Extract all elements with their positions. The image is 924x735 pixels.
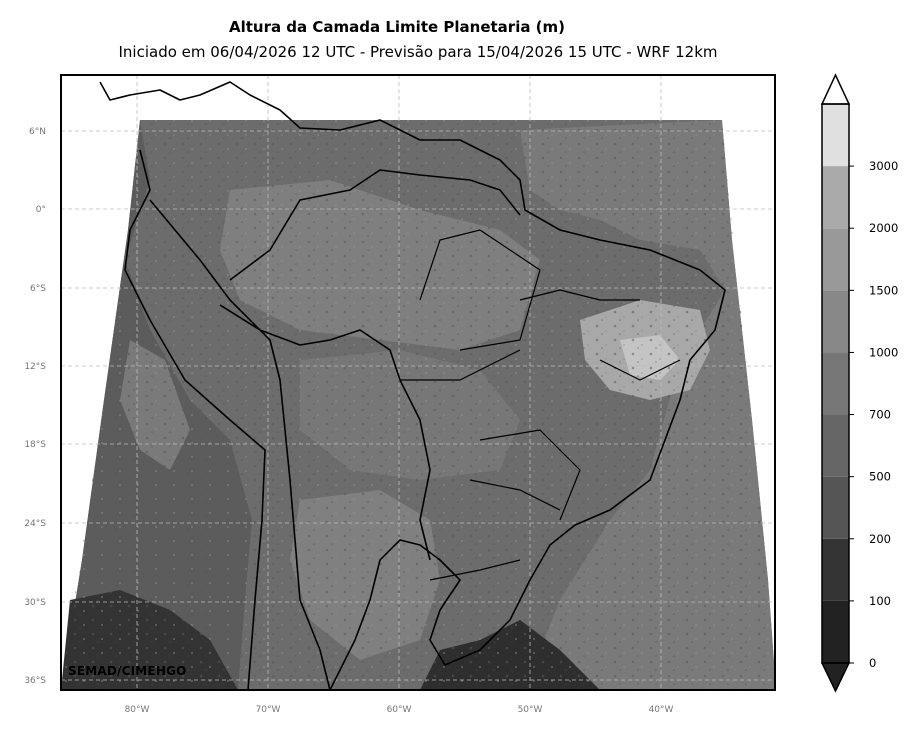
colorbar-tick-label: 100 <box>869 594 891 608</box>
brazil-border-north <box>229 169 521 281</box>
colorbar-segment <box>822 290 849 353</box>
andes-border <box>149 199 331 690</box>
lat-label: 12°S <box>24 362 46 372</box>
gridlines <box>61 75 775 690</box>
lon-label: 60°W <box>387 705 412 715</box>
map-subtitle: Iniciado em 06/04/2026 12 UTC - Previsão… <box>118 43 718 61</box>
lon-label: 40°W <box>649 705 674 715</box>
colorbar-segment <box>822 228 849 291</box>
brazil-state-lines <box>400 229 681 581</box>
colorbar-tick-label: 3000 <box>869 159 898 173</box>
lat-label: 6°N <box>29 127 46 137</box>
latitude-labels: 6°N 0° 6°S 12°S 18°S 24°S 30°S 36°S <box>24 127 46 686</box>
colorbar-segment <box>822 104 849 167</box>
map-border <box>60 74 776 691</box>
lat-label: 24°S <box>24 519 46 529</box>
colorbar-segment <box>822 166 849 229</box>
lat-label: 6°S <box>30 284 46 294</box>
colorbar-segment <box>822 600 849 663</box>
colorbar-segment <box>822 414 849 477</box>
lon-label: 80°W <box>125 705 150 715</box>
lat-label: 18°S <box>24 440 46 450</box>
lat-label: 0° <box>36 205 46 215</box>
colorbar-tick-label: 2000 <box>869 221 898 235</box>
colorbar-tick-label: 0 <box>869 656 876 670</box>
colorbar-segment <box>822 476 849 539</box>
lat-label: 36°S <box>24 676 46 686</box>
colorbar-tick-label: 500 <box>869 470 891 484</box>
pacific-coastline <box>124 149 266 690</box>
texture-overlay <box>61 120 775 690</box>
lon-label: 50°W <box>518 705 543 715</box>
colorbar-extend-min <box>820 662 851 693</box>
south-america-coastline <box>99 81 726 690</box>
country-borders <box>99 81 726 690</box>
colorbar-segment <box>822 352 849 415</box>
colorbar-extend-max <box>820 73 851 105</box>
colorbar: 0 100 200 500 700 1000 1500 2000 3000 <box>820 73 898 693</box>
colorbar-segment <box>822 538 849 601</box>
map-content <box>61 75 775 690</box>
longitude-labels: 80°W 70°W 60°W 50°W 40°W <box>125 705 674 715</box>
colorbar-tick-label: 200 <box>869 532 891 546</box>
lon-label: 70°W <box>256 705 281 715</box>
lat-label: 30°S <box>24 598 46 608</box>
map-title: Altura da Camada Limite Planetaria (m) <box>228 18 566 36</box>
brazil-border-west <box>219 304 431 561</box>
colorbar-tick-label: 1000 <box>869 345 898 359</box>
colorbar-outline <box>821 103 850 664</box>
colorbar-tick-label: 700 <box>869 408 891 422</box>
credit-label: SEMAD/CIMEHGO <box>68 664 187 678</box>
colorbar-tick-label: 1500 <box>869 283 898 297</box>
